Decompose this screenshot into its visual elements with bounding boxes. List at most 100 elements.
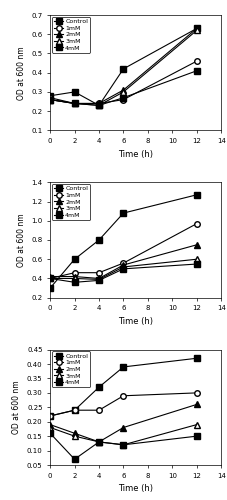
4mM — [49, 430, 51, 436]
Line: 2mM: 2mM — [47, 242, 199, 281]
Line: 4mM: 4mM — [47, 262, 199, 285]
2mM — [121, 424, 124, 430]
1mM — [49, 94, 51, 100]
3mM — [97, 439, 100, 445]
Control — [195, 356, 197, 362]
4mM — [73, 456, 76, 462]
1mM — [73, 407, 76, 413]
1mM — [97, 270, 100, 276]
2mM — [121, 87, 124, 93]
Control — [49, 93, 51, 99]
Control — [121, 66, 124, 72]
2mM — [49, 96, 51, 102]
1mM — [121, 96, 124, 102]
3mM — [195, 422, 197, 428]
Line: 1mM: 1mM — [47, 58, 199, 106]
Line: 2mM: 2mM — [47, 402, 199, 444]
3mM — [121, 442, 124, 448]
4mM — [97, 102, 100, 108]
3mM — [121, 89, 124, 95]
Line: 3mM: 3mM — [47, 422, 199, 448]
Y-axis label: OD at 600 nm: OD at 600 nm — [17, 46, 26, 100]
3mM — [49, 96, 51, 102]
Control — [73, 256, 76, 262]
1mM — [73, 270, 76, 276]
Line: 4mM: 4mM — [47, 68, 199, 108]
X-axis label: Time (h): Time (h) — [118, 150, 153, 158]
1mM — [121, 393, 124, 399]
4mM — [121, 94, 124, 100]
Control — [121, 364, 124, 370]
4mM — [121, 266, 124, 272]
2mM — [97, 276, 100, 281]
4mM — [195, 261, 197, 267]
3mM — [49, 276, 51, 281]
Control — [73, 89, 76, 95]
1mM — [121, 260, 124, 266]
Line: Control: Control — [47, 26, 199, 108]
4mM — [97, 278, 100, 283]
Y-axis label: OD at 600 nm: OD at 600 nm — [12, 380, 21, 434]
4mM — [49, 276, 51, 281]
4mM — [195, 433, 197, 439]
4mM — [195, 68, 197, 74]
1mM — [49, 413, 51, 419]
Legend: Control, 1mM, 2mM, 3mM, 4mM: Control, 1mM, 2mM, 3mM, 4mM — [52, 17, 89, 52]
Control — [97, 237, 100, 243]
Line: 3mM: 3mM — [47, 28, 199, 108]
Line: Control: Control — [47, 192, 199, 291]
2mM — [73, 274, 76, 280]
3mM — [97, 276, 100, 282]
3mM — [49, 424, 51, 430]
3mM — [195, 256, 197, 262]
Control — [121, 210, 124, 216]
2mM — [73, 100, 76, 106]
Control — [49, 413, 51, 419]
Text: (b): (b) — [53, 186, 65, 195]
4mM — [73, 100, 76, 106]
2mM — [49, 274, 51, 280]
4mM — [97, 439, 100, 445]
Line: 4mM: 4mM — [47, 430, 199, 462]
4mM — [121, 442, 124, 448]
1mM — [195, 220, 197, 226]
1mM — [97, 100, 100, 106]
1mM — [49, 276, 51, 281]
3mM — [121, 264, 124, 270]
Legend: Control, 1mM, 2mM, 3mM, 4mM: Control, 1mM, 2mM, 3mM, 4mM — [52, 184, 89, 220]
2mM — [97, 100, 100, 106]
Line: 1mM: 1mM — [47, 221, 199, 281]
4mM — [49, 96, 51, 102]
Line: 2mM: 2mM — [47, 26, 199, 106]
X-axis label: Time (h): Time (h) — [118, 317, 153, 326]
Legend: Control, 1mM, 2mM, 3mM, 4mM: Control, 1mM, 2mM, 3mM, 4mM — [52, 352, 89, 387]
Control — [49, 285, 51, 291]
2mM — [73, 430, 76, 436]
Control — [195, 192, 197, 198]
2mM — [195, 26, 197, 32]
1mM — [97, 407, 100, 413]
Control — [97, 102, 100, 108]
3mM — [195, 28, 197, 34]
2mM — [97, 439, 100, 445]
2mM — [195, 242, 197, 248]
3mM — [97, 102, 100, 108]
3mM — [73, 433, 76, 439]
4mM — [73, 280, 76, 285]
1mM — [73, 100, 76, 106]
X-axis label: Time (h): Time (h) — [118, 484, 153, 493]
Text: (a): (a) — [53, 18, 65, 28]
2mM — [49, 422, 51, 428]
Control — [97, 384, 100, 390]
3mM — [73, 100, 76, 106]
Control — [195, 26, 197, 32]
Text: (c): (c) — [53, 353, 64, 362]
2mM — [121, 262, 124, 268]
2mM — [195, 402, 197, 407]
Y-axis label: OD at 600 nm: OD at 600 nm — [17, 213, 26, 267]
1mM — [195, 58, 197, 64]
Line: 3mM: 3mM — [47, 256, 199, 282]
1mM — [195, 390, 197, 396]
3mM — [73, 276, 76, 281]
Line: 1mM: 1mM — [47, 390, 199, 418]
